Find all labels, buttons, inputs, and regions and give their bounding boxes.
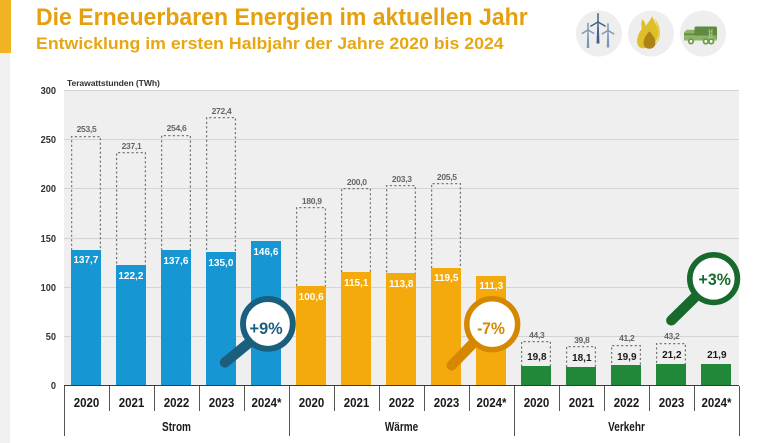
svg-text:+3%: +3% [699, 270, 731, 289]
svg-text:-7%: -7% [477, 319, 505, 338]
svg-text:+9%: +9% [250, 319, 283, 338]
